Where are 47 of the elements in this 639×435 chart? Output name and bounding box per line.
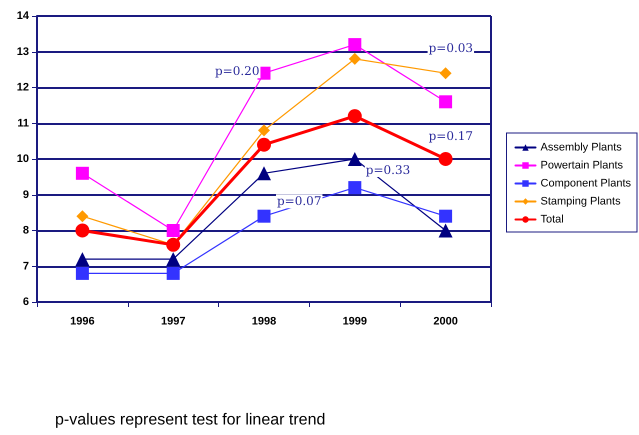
legend-label: Stamping Plants xyxy=(540,196,622,208)
point xyxy=(439,210,452,223)
annotation: p=0.03 xyxy=(428,41,474,56)
y-tick-label: 6 xyxy=(22,296,29,308)
annotation: p=0.07 xyxy=(277,194,322,208)
point xyxy=(438,152,453,166)
point xyxy=(75,252,90,266)
x-tick-label: 1996 xyxy=(70,316,95,328)
point xyxy=(438,224,453,238)
point xyxy=(76,166,89,180)
point xyxy=(76,266,89,280)
x-tick-label: 1998 xyxy=(252,316,276,328)
legend-label: Total xyxy=(540,214,564,226)
point xyxy=(257,138,271,152)
x-tick-label: 2000 xyxy=(433,316,458,328)
y-tick-label: 8 xyxy=(22,224,29,236)
y-tick-label: 7 xyxy=(22,260,29,272)
point xyxy=(348,52,361,65)
point xyxy=(440,67,452,80)
point xyxy=(258,210,270,223)
y-tick-label: 12 xyxy=(16,82,29,94)
point xyxy=(76,210,88,222)
y-tick-label: 10 xyxy=(16,153,29,165)
point xyxy=(258,124,270,136)
y-tick-label: 13 xyxy=(16,46,29,58)
y-tick-label: 9 xyxy=(22,188,29,201)
legend-label: Powertain Plants xyxy=(540,160,624,172)
point xyxy=(166,266,180,280)
x-tick-label: 1999 xyxy=(342,316,368,328)
point xyxy=(257,166,271,180)
point xyxy=(348,181,362,194)
x-tick-label: 1997 xyxy=(160,316,186,328)
point xyxy=(348,38,362,52)
legend-label: Component Plants xyxy=(540,178,632,190)
y-tick-label: 11 xyxy=(17,117,29,130)
text: p-values represent test for linear trend xyxy=(55,412,326,428)
point xyxy=(439,95,452,108)
annotation: p=0.17 xyxy=(428,129,474,143)
annotation: p=0.20 xyxy=(215,64,260,78)
legend-label: Assembly Plants xyxy=(540,142,622,154)
point xyxy=(348,109,362,124)
point xyxy=(166,224,180,237)
annotation: p=0.33 xyxy=(366,163,410,177)
point xyxy=(75,224,90,238)
y-tick-label: 14 xyxy=(16,10,30,22)
point xyxy=(166,252,180,266)
point xyxy=(348,152,362,166)
